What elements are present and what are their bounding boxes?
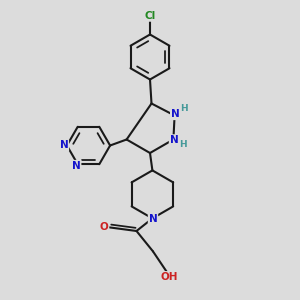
Text: N: N (171, 109, 180, 119)
Text: Cl: Cl (144, 11, 156, 21)
Text: H: H (180, 104, 188, 113)
Text: N: N (148, 214, 158, 224)
Text: N: N (72, 161, 81, 171)
Text: O: O (100, 222, 109, 232)
Text: N: N (59, 140, 68, 151)
Text: N: N (169, 135, 178, 145)
Text: OH: OH (161, 272, 178, 282)
Text: H: H (179, 140, 187, 148)
